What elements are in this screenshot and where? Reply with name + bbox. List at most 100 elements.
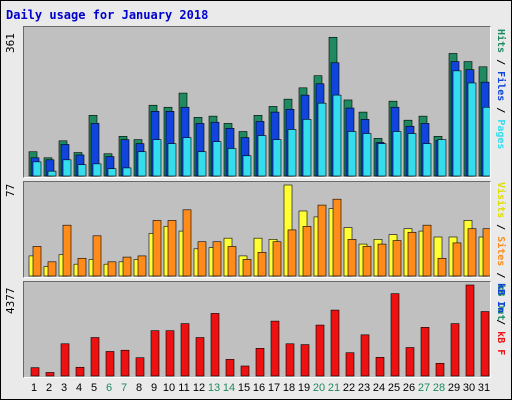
kbytes-bar: [435, 363, 445, 377]
day-tick-label: 6: [105, 382, 113, 394]
sites-bar: [167, 220, 177, 277]
sites-bar: [182, 209, 192, 277]
kbytes-bar: [105, 351, 115, 377]
sites-bar: [422, 224, 432, 277]
pages-bar: [287, 129, 297, 177]
legend-hits: Hits: [495, 29, 506, 54]
kbytes-bar: [270, 320, 280, 377]
pages-bar: [452, 70, 462, 177]
day-tick-label: 13: [207, 382, 221, 394]
day-tick-label: 4: [75, 382, 83, 394]
sites-bar: [152, 220, 162, 277]
day-tick-label: 18: [282, 382, 296, 394]
day-tick-label: 2: [45, 382, 53, 394]
legend-sites: Sites: [495, 236, 506, 267]
sites-bar: [332, 198, 342, 277]
kbytes-bar: [120, 349, 130, 377]
day-tick-label: 7: [120, 382, 128, 394]
pages-bar: [197, 151, 207, 177]
day-tick-label: 27: [417, 382, 431, 394]
legend-kbf: kB F: [495, 331, 506, 356]
sites-bar: [482, 228, 490, 277]
pages-bar: [152, 139, 162, 177]
kbytes-max-label: 4377: [4, 287, 17, 315]
pages-bar: [317, 102, 327, 177]
day-tick-label: 29: [447, 382, 461, 394]
pages-bar: [92, 163, 102, 177]
day-tick-label: 21: [327, 382, 341, 394]
day-tick-label: 11: [178, 382, 190, 394]
kbytes-bar: [285, 343, 295, 377]
pages-bar: [77, 164, 87, 177]
sites-bar: [467, 228, 477, 277]
kbytes-bar: [255, 348, 265, 377]
kbytes-bar: [75, 366, 85, 377]
sites-bar: [317, 204, 327, 277]
kbytes-bar: [60, 343, 70, 377]
day-tick-label: 26: [402, 382, 416, 394]
pages-bar: [167, 143, 177, 177]
kbytes-bar: [240, 365, 250, 377]
x-axis-day-labels: 1 2 3 4 5 6 7 8 9 10 11 12 13 14 15 16 17 18 19 20 21 22 23 24 2…: [23, 382, 491, 396]
legend-sep: /: [495, 313, 506, 332]
kbytes-bar: [420, 327, 430, 377]
kbytes-bar: [195, 337, 205, 377]
kbytes-panel: [23, 281, 491, 378]
sites-bar: [392, 240, 402, 277]
kbytes-bar: [315, 324, 325, 377]
kbytes-bar: [390, 293, 400, 377]
sites-bar: [197, 241, 207, 277]
kbytes-bar: [465, 284, 475, 377]
day-tick-label: 28: [432, 382, 446, 394]
kbytes-bar: [30, 367, 40, 377]
pages-bar: [347, 131, 357, 177]
kbytes-bar: [330, 309, 340, 377]
sites-bar: [272, 241, 282, 277]
sites-bar: [107, 261, 117, 277]
sites-bar: [407, 231, 417, 277]
hits-files-pages-chart: [28, 36, 490, 177]
day-tick-label: 30: [462, 382, 476, 394]
sites-bar: [212, 241, 222, 277]
kbytes-bar: [345, 352, 355, 377]
legend-visits: Visits: [495, 182, 506, 219]
visits-sites-chart: [28, 184, 490, 277]
kbytes-bar: [45, 372, 55, 377]
pages-bar: [272, 139, 282, 177]
pages-bar: [332, 94, 342, 177]
pages-bar: [482, 106, 490, 177]
pages-bar: [392, 131, 402, 177]
visits-max-label: 77: [4, 183, 17, 197]
day-tick-label: 1: [30, 382, 38, 394]
day-tick-label: 20: [312, 382, 326, 394]
kbytes-bar: [375, 356, 385, 377]
sites-bar: [62, 224, 72, 277]
day-tick-label: 15: [237, 382, 251, 394]
sites-bar: [77, 257, 87, 277]
kbytes-bar: [180, 323, 190, 377]
pages-bar: [407, 133, 417, 177]
pages-bar: [437, 139, 447, 177]
pages-bar: [362, 133, 372, 177]
bot-legend: kB In / kB F: [494, 283, 508, 378]
pages-bar: [227, 148, 237, 177]
legend-pages: Pages: [495, 119, 506, 150]
kbytes-bar: [210, 313, 220, 377]
sites-bar: [347, 239, 357, 277]
day-tick-label: 24: [372, 382, 386, 394]
sites-bar: [137, 255, 147, 277]
sites-bar: [32, 246, 42, 277]
pages-bar: [467, 82, 477, 177]
sites-bar: [437, 257, 447, 277]
legend-sep: /: [495, 53, 506, 72]
kbytes-bar: [165, 330, 175, 377]
day-tick-label: 5: [90, 382, 98, 394]
mid-legend: Visits / Sites / kB Out: [494, 182, 508, 320]
legend-kbin: kB In: [495, 283, 506, 314]
pages-bar: [62, 159, 72, 177]
kbytes-chart: [30, 284, 490, 377]
pages-bar: [302, 119, 312, 177]
pages-bar: [422, 143, 432, 177]
visits-sites-panel: [23, 181, 491, 278]
day-tick-label: 19: [297, 382, 311, 394]
